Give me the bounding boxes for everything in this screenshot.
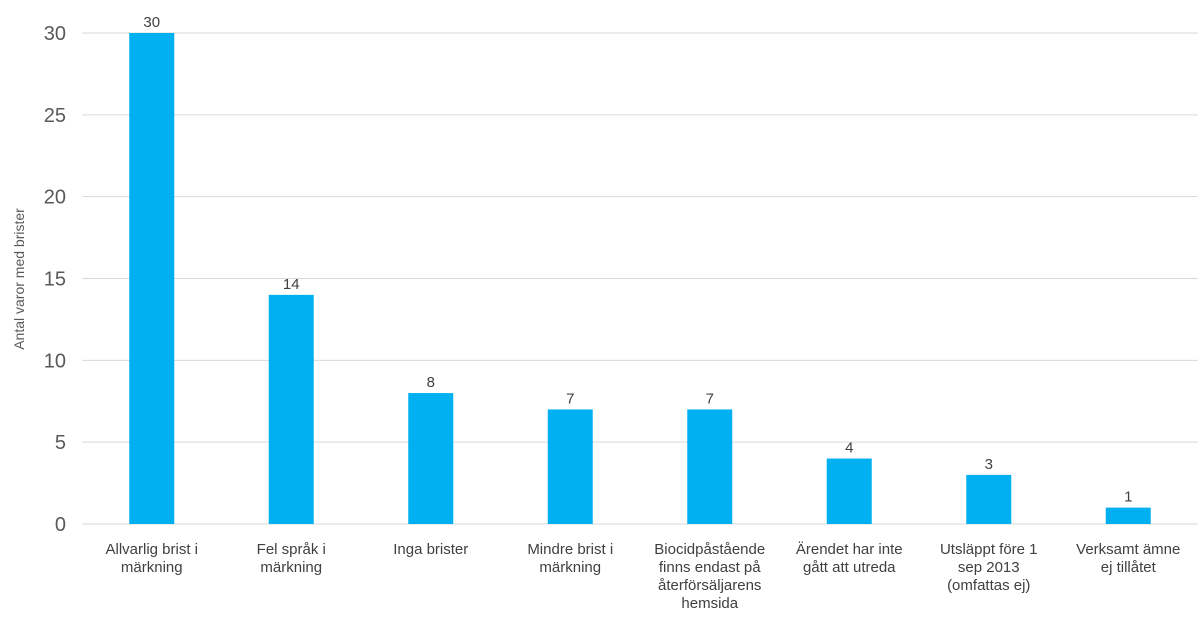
y-axis-title: Antal varor med brister	[11, 208, 27, 350]
y-axis-ticks: 0 5 10 15 20 25 30	[44, 23, 66, 536]
category-label-line: återförsäljarens	[658, 577, 761, 594]
category-label-line: Mindre brist i	[527, 541, 613, 558]
data-label: 8	[427, 374, 435, 391]
data-label: 3	[985, 456, 993, 473]
category-label-line: märkning	[121, 559, 183, 576]
bar	[966, 474, 1012, 524]
bar	[687, 409, 733, 524]
category-label-line: (omfattas ej)	[947, 577, 1030, 594]
bars	[129, 33, 1151, 524]
category-label-line: sep 2013	[958, 559, 1020, 576]
bar	[547, 409, 593, 524]
data-label: 7	[566, 390, 574, 407]
category-label-line: Fel språk i	[257, 541, 326, 558]
category-label-line: Biocidpåstående	[654, 541, 765, 558]
bar	[826, 458, 872, 524]
data-label: 14	[283, 276, 300, 293]
bar	[1105, 507, 1151, 524]
data-label: 7	[706, 390, 714, 407]
data-label: 4	[845, 440, 853, 457]
category-label-line: ej tillåtet	[1101, 559, 1157, 576]
bar	[268, 294, 314, 524]
category-label-line: hemsida	[681, 595, 738, 612]
data-labels: 30 14 8 7 7 4 3 1	[143, 14, 1132, 506]
y-tick-label: 10	[44, 350, 66, 372]
y-tick-label: 15	[44, 269, 66, 291]
bar	[408, 393, 454, 524]
data-label: 1	[1124, 489, 1132, 506]
category-label-line: Utsläppt före 1	[940, 541, 1038, 558]
category-label-line: gått att utreda	[803, 559, 896, 576]
y-tick-label: 25	[44, 105, 66, 127]
y-tick-label: 20	[44, 187, 66, 209]
category-label-line: märkning	[260, 559, 322, 576]
data-label: 30	[143, 14, 160, 31]
category-label-line: märkning	[539, 559, 601, 576]
category-label-line: Inga brister	[393, 541, 468, 558]
category-label-line: finns endast på	[659, 559, 761, 576]
y-tick-label: 0	[55, 514, 66, 536]
category-label: Inga brister	[393, 541, 468, 558]
y-tick-label: 5	[55, 432, 66, 454]
category-label-line: Ärendet har inte	[796, 541, 903, 558]
category-label-line: Allvarlig brist i	[105, 541, 198, 558]
category-label-line: Verksamt ämne	[1076, 541, 1180, 558]
y-tick-label: 30	[44, 23, 66, 45]
gridlines	[82, 32, 1198, 525]
bar	[129, 33, 175, 524]
